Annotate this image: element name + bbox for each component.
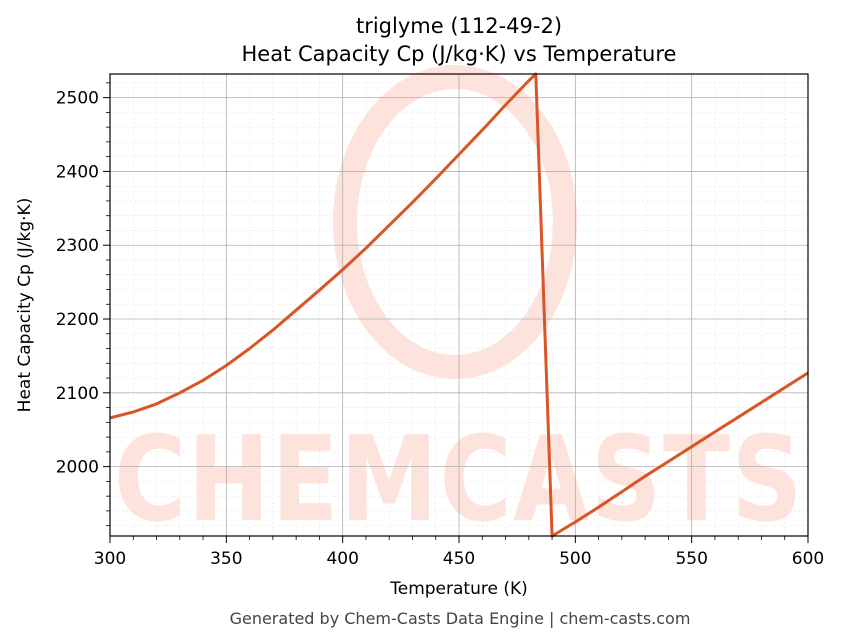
series-line-cp	[109, 72, 809, 538]
x-axis-label: Temperature (K)	[389, 579, 528, 599]
footer-credit: Generated by Chem-Casts Data Engine | ch…	[230, 609, 691, 628]
chart-title: triglyme (112-49-2)	[356, 14, 562, 38]
x-tick-label: 400	[326, 549, 358, 569]
x-tick-label: 600	[792, 549, 824, 569]
y-tick-label: 2500	[56, 89, 99, 109]
y-tick-label: 2000	[56, 458, 99, 478]
x-tick-label: 500	[559, 549, 591, 569]
watermark: CHEMCASTS	[114, 65, 804, 548]
watermark-ring-logo	[333, 65, 577, 379]
y-tick-labels: 2000 2100 2200 2300 2400 2500	[56, 89, 99, 478]
x-tick-label: 300	[94, 549, 126, 569]
x-tick-label: 550	[675, 549, 707, 569]
y-axis-label: Heat Capacity Cp (J/kg·K)	[15, 198, 35, 413]
y-tick-label: 2300	[56, 236, 99, 256]
watermark-text: CHEMCASTS	[114, 410, 804, 548]
major-grid	[109, 74, 809, 536]
x-tick-label: 450	[443, 549, 475, 569]
chart-subtitle: Heat Capacity Cp (J/kg·K) vs Temperature	[242, 42, 677, 66]
y-tick-label: 2100	[56, 384, 99, 404]
y-tick-label: 2400	[56, 162, 99, 182]
y-tick-label: 2200	[56, 310, 99, 330]
x-tick-labels: 300 350 400 450 500 550 600	[94, 549, 824, 569]
x-tick-label: 350	[210, 549, 242, 569]
axis-ticks	[103, 82, 809, 543]
